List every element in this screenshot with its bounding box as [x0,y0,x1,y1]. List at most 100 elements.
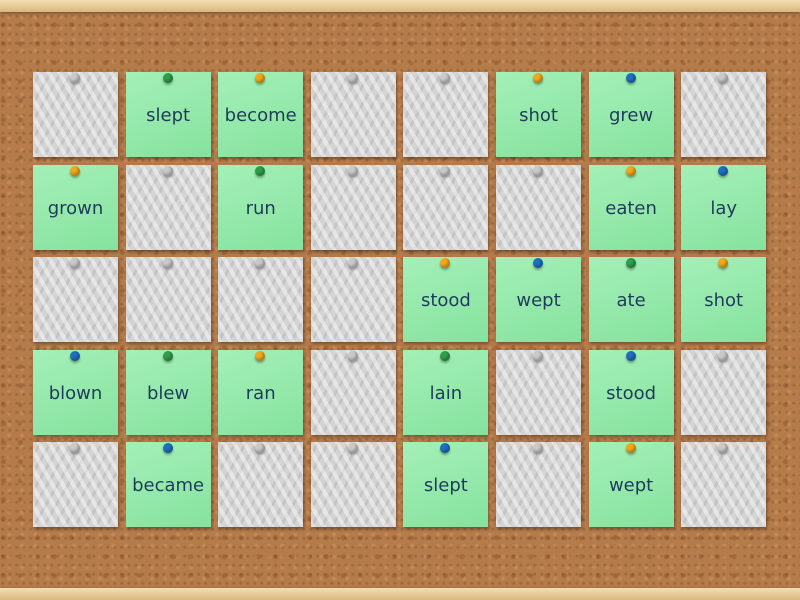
pin [347,350,358,361]
card-revealed[interactable]: lay [681,164,767,250]
card-word: shot [519,105,558,126]
card-hidden[interactable] [218,442,304,527]
pin [162,165,173,176]
card-hidden[interactable] [496,349,581,435]
pin [347,443,358,453]
pin [162,73,173,83]
card-hidden[interactable] [681,72,767,157]
card-revealed[interactable]: slept [403,442,489,527]
card-revealed[interactable]: ate [588,257,674,342]
pin [533,73,543,83]
pin [162,443,173,453]
pin [718,73,729,83]
card-hidden[interactable] [403,164,489,250]
card-revealed[interactable]: grown [33,164,118,250]
card-word: stood [606,382,657,404]
card-revealed[interactable]: stood [588,349,674,435]
pin [625,258,636,268]
pin [162,350,173,361]
card-hidden[interactable] [33,442,118,527]
card-word: lain [429,382,463,404]
card-revealed[interactable]: stood [403,257,489,342]
frame-top [0,0,800,12]
card-hidden[interactable] [218,257,304,342]
card-revealed[interactable]: shot [496,72,581,157]
card-word: ate [616,290,646,311]
card-word: slept [146,105,191,126]
pin [70,350,80,361]
card-revealed[interactable]: became [125,442,211,527]
pin [718,350,729,361]
card-hidden[interactable] [496,164,581,250]
pin [625,165,636,176]
card-hidden[interactable] [310,349,396,435]
card-word: grew [608,105,654,126]
card-word: shot [704,290,744,311]
card-revealed[interactable]: run [218,164,304,250]
pin [162,258,173,268]
pin [255,73,266,83]
card-word: stood [420,290,471,311]
pin [718,258,729,268]
pin [625,73,636,83]
card-hidden[interactable] [125,164,211,250]
card-hidden[interactable] [403,72,489,157]
card-hidden[interactable] [310,164,396,250]
pin [70,165,80,176]
pin [718,165,729,176]
card-word: run [245,197,276,219]
card-hidden[interactable] [310,257,396,342]
pin [440,258,451,268]
pin [347,73,358,83]
card-revealed[interactable]: blew [125,349,211,435]
card-hidden[interactable] [310,72,396,157]
pin [625,443,636,453]
card-revealed[interactable]: blown [33,349,118,435]
pin [255,350,266,361]
pin [255,258,266,268]
pin [70,258,80,268]
card-revealed[interactable]: eaten [588,164,674,250]
pin [533,165,543,176]
pin [440,443,451,453]
card-revealed[interactable]: ran [218,349,304,435]
card-revealed[interactable]: slept [125,72,211,157]
card-revealed[interactable]: shot [681,257,767,342]
card-revealed[interactable]: wept [496,257,581,342]
card-word: blown [48,382,103,404]
pin [347,258,358,268]
card-revealed[interactable]: grew [588,72,674,157]
card-word: wept [608,475,654,496]
pin [625,350,636,361]
card-hidden[interactable] [496,442,581,527]
pin [440,73,451,83]
card-word: eaten [605,197,657,219]
pin [533,350,543,361]
pin [255,165,266,176]
pin [347,165,358,176]
card-hidden[interactable] [33,257,118,342]
card-word: ran [245,382,276,404]
pin [255,443,266,453]
card-word: became [132,475,205,496]
card-revealed[interactable]: lain [403,349,489,435]
pin [533,258,543,268]
pin [533,443,543,453]
pin [440,165,451,176]
card-hidden[interactable] [681,349,767,435]
pin [440,350,451,361]
card-word: blew [146,382,190,404]
pin [70,443,80,453]
card-revealed[interactable]: become [218,72,304,157]
pin [70,73,80,83]
card-hidden[interactable] [310,442,396,527]
card-hidden[interactable] [125,257,211,342]
card-word: wept [516,290,561,311]
pin [718,443,729,453]
card-word: become [224,105,297,126]
card-hidden[interactable] [681,442,767,527]
card-word: slept [423,475,468,496]
card-hidden[interactable] [33,72,118,157]
card-revealed[interactable]: wept [588,442,674,527]
